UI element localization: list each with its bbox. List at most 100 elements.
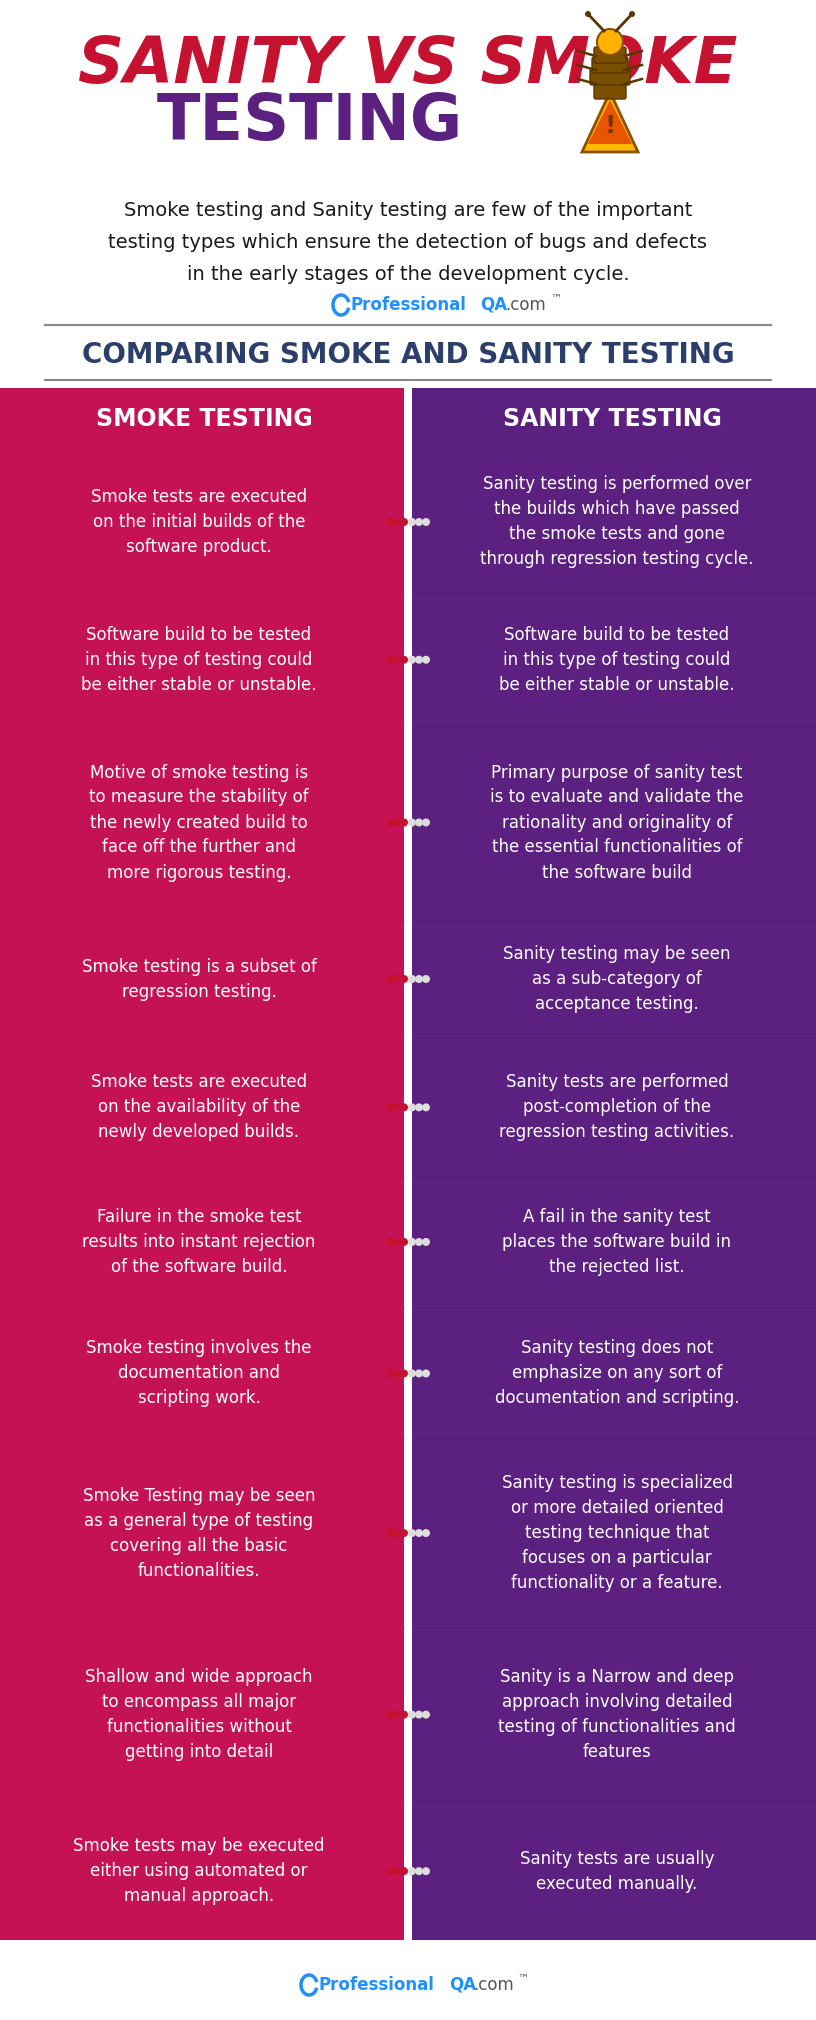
- FancyBboxPatch shape: [0, 450, 404, 594]
- Text: .com: .com: [505, 297, 546, 313]
- Circle shape: [415, 1238, 423, 1246]
- Circle shape: [408, 818, 416, 826]
- Circle shape: [415, 818, 423, 826]
- Text: testing types which ensure the detection of bugs and defects: testing types which ensure the detection…: [109, 232, 707, 252]
- Circle shape: [393, 818, 401, 826]
- FancyBboxPatch shape: [412, 1307, 816, 1438]
- Text: Sanity tests are usually
executed manually.: Sanity tests are usually executed manual…: [520, 1850, 714, 1893]
- Text: SANITY TESTING: SANITY TESTING: [503, 406, 721, 430]
- Circle shape: [408, 976, 416, 984]
- Circle shape: [400, 1529, 408, 1537]
- Circle shape: [408, 1370, 416, 1378]
- Polygon shape: [588, 101, 632, 143]
- Circle shape: [393, 1103, 401, 1111]
- FancyBboxPatch shape: [594, 83, 626, 99]
- Circle shape: [415, 1370, 423, 1378]
- Text: A fail in the sanity test
places the software build in
the rejected list.: A fail in the sanity test places the sof…: [503, 1208, 731, 1277]
- Circle shape: [408, 1711, 416, 1719]
- Circle shape: [422, 517, 430, 525]
- Text: ™: ™: [517, 1974, 528, 1984]
- Text: Sanity tests are performed
post-completion of the
regression testing activities.: Sanity tests are performed post-completi…: [499, 1073, 734, 1141]
- Circle shape: [415, 517, 423, 525]
- Text: Primary purpose of sanity test
is to evaluate and validate the
rationality and o: Primary purpose of sanity test is to eva…: [490, 764, 743, 881]
- Circle shape: [422, 1529, 430, 1537]
- Circle shape: [400, 1103, 408, 1111]
- Circle shape: [393, 1711, 401, 1719]
- Circle shape: [408, 656, 416, 665]
- Circle shape: [422, 1866, 430, 1875]
- FancyBboxPatch shape: [0, 1307, 404, 1438]
- FancyBboxPatch shape: [412, 1802, 816, 1939]
- FancyBboxPatch shape: [412, 725, 816, 919]
- Circle shape: [386, 1103, 394, 1111]
- FancyBboxPatch shape: [412, 1438, 816, 1626]
- FancyBboxPatch shape: [0, 1438, 404, 1626]
- Polygon shape: [582, 93, 638, 152]
- FancyBboxPatch shape: [0, 1176, 404, 1307]
- Circle shape: [386, 976, 394, 984]
- Text: Sanity testing may be seen
as a sub-category of
acceptance testing.: Sanity testing may be seen as a sub-cate…: [503, 945, 731, 1012]
- Circle shape: [415, 1711, 423, 1719]
- Circle shape: [415, 1103, 423, 1111]
- Circle shape: [386, 1866, 394, 1875]
- FancyBboxPatch shape: [0, 388, 404, 450]
- Circle shape: [386, 517, 394, 525]
- Circle shape: [386, 1238, 394, 1246]
- Circle shape: [393, 1238, 401, 1246]
- FancyBboxPatch shape: [0, 725, 404, 919]
- Circle shape: [386, 1529, 394, 1537]
- Circle shape: [415, 976, 423, 984]
- Circle shape: [408, 1529, 416, 1537]
- Circle shape: [422, 818, 430, 826]
- Text: SMOKE TESTING: SMOKE TESTING: [95, 406, 313, 430]
- Text: Sanity testing is specialized
or more detailed oriented
testing technique that
f: Sanity testing is specialized or more de…: [502, 1475, 733, 1592]
- FancyBboxPatch shape: [412, 1176, 816, 1307]
- Circle shape: [393, 976, 401, 984]
- Circle shape: [386, 1370, 394, 1378]
- Text: Sanity testing is performed over
the builds which have passed
the smoke tests an: Sanity testing is performed over the bui…: [481, 475, 754, 568]
- FancyBboxPatch shape: [412, 450, 816, 594]
- Circle shape: [400, 1866, 408, 1875]
- FancyBboxPatch shape: [594, 46, 626, 63]
- Circle shape: [386, 818, 394, 826]
- Circle shape: [400, 656, 408, 665]
- Text: Smoke Testing may be seen
as a general type of testing
covering all the basic
fu: Smoke Testing may be seen as a general t…: [82, 1487, 315, 1580]
- Text: Smoke testing and Sanity testing are few of the important: Smoke testing and Sanity testing are few…: [124, 200, 692, 220]
- Circle shape: [393, 517, 401, 525]
- Text: ™: ™: [550, 295, 561, 303]
- Circle shape: [415, 1529, 423, 1537]
- Text: .com: .com: [473, 1976, 514, 1994]
- FancyBboxPatch shape: [412, 919, 816, 1038]
- Circle shape: [400, 976, 408, 984]
- Text: Smoke tests are executed
on the availability of the
newly developed builds.: Smoke tests are executed on the availabi…: [91, 1073, 307, 1141]
- Circle shape: [393, 1866, 401, 1875]
- FancyBboxPatch shape: [0, 1038, 404, 1176]
- FancyBboxPatch shape: [590, 69, 630, 85]
- Text: TESTING: TESTING: [157, 91, 463, 154]
- Circle shape: [597, 28, 623, 55]
- FancyBboxPatch shape: [592, 57, 628, 73]
- Text: Software build to be tested
in this type of testing could
be either stable or un: Software build to be tested in this type…: [499, 626, 734, 693]
- Circle shape: [386, 1711, 394, 1719]
- Text: Smoke tests may be executed
either using automated or
manual approach.: Smoke tests may be executed either using…: [73, 1836, 325, 1905]
- Text: Sanity is a Narrow and deep
approach involving detailed
testing of functionaliti: Sanity is a Narrow and deep approach inv…: [498, 1669, 736, 1761]
- Text: !: !: [605, 113, 616, 137]
- Text: Professional: Professional: [351, 297, 467, 313]
- Text: QA: QA: [480, 297, 507, 313]
- FancyBboxPatch shape: [0, 919, 404, 1038]
- Circle shape: [422, 1103, 430, 1111]
- Circle shape: [408, 1866, 416, 1875]
- Circle shape: [422, 1238, 430, 1246]
- Circle shape: [400, 1370, 408, 1378]
- Text: Professional: Professional: [319, 1976, 435, 1994]
- Circle shape: [393, 1370, 401, 1378]
- Circle shape: [422, 1711, 430, 1719]
- Circle shape: [408, 517, 416, 525]
- Text: Failure in the smoke test
results into instant rejection
of the software build.: Failure in the smoke test results into i…: [82, 1208, 316, 1277]
- FancyBboxPatch shape: [0, 594, 404, 725]
- Circle shape: [400, 1711, 408, 1719]
- Text: Smoke testing involves the
documentation and
scripting work.: Smoke testing involves the documentation…: [86, 1339, 312, 1408]
- Text: Smoke testing is a subset of
regression testing.: Smoke testing is a subset of regression …: [82, 957, 317, 1000]
- Circle shape: [400, 517, 408, 525]
- Text: Motive of smoke testing is
to measure the stability of
the newly created build t: Motive of smoke testing is to measure th…: [89, 764, 308, 881]
